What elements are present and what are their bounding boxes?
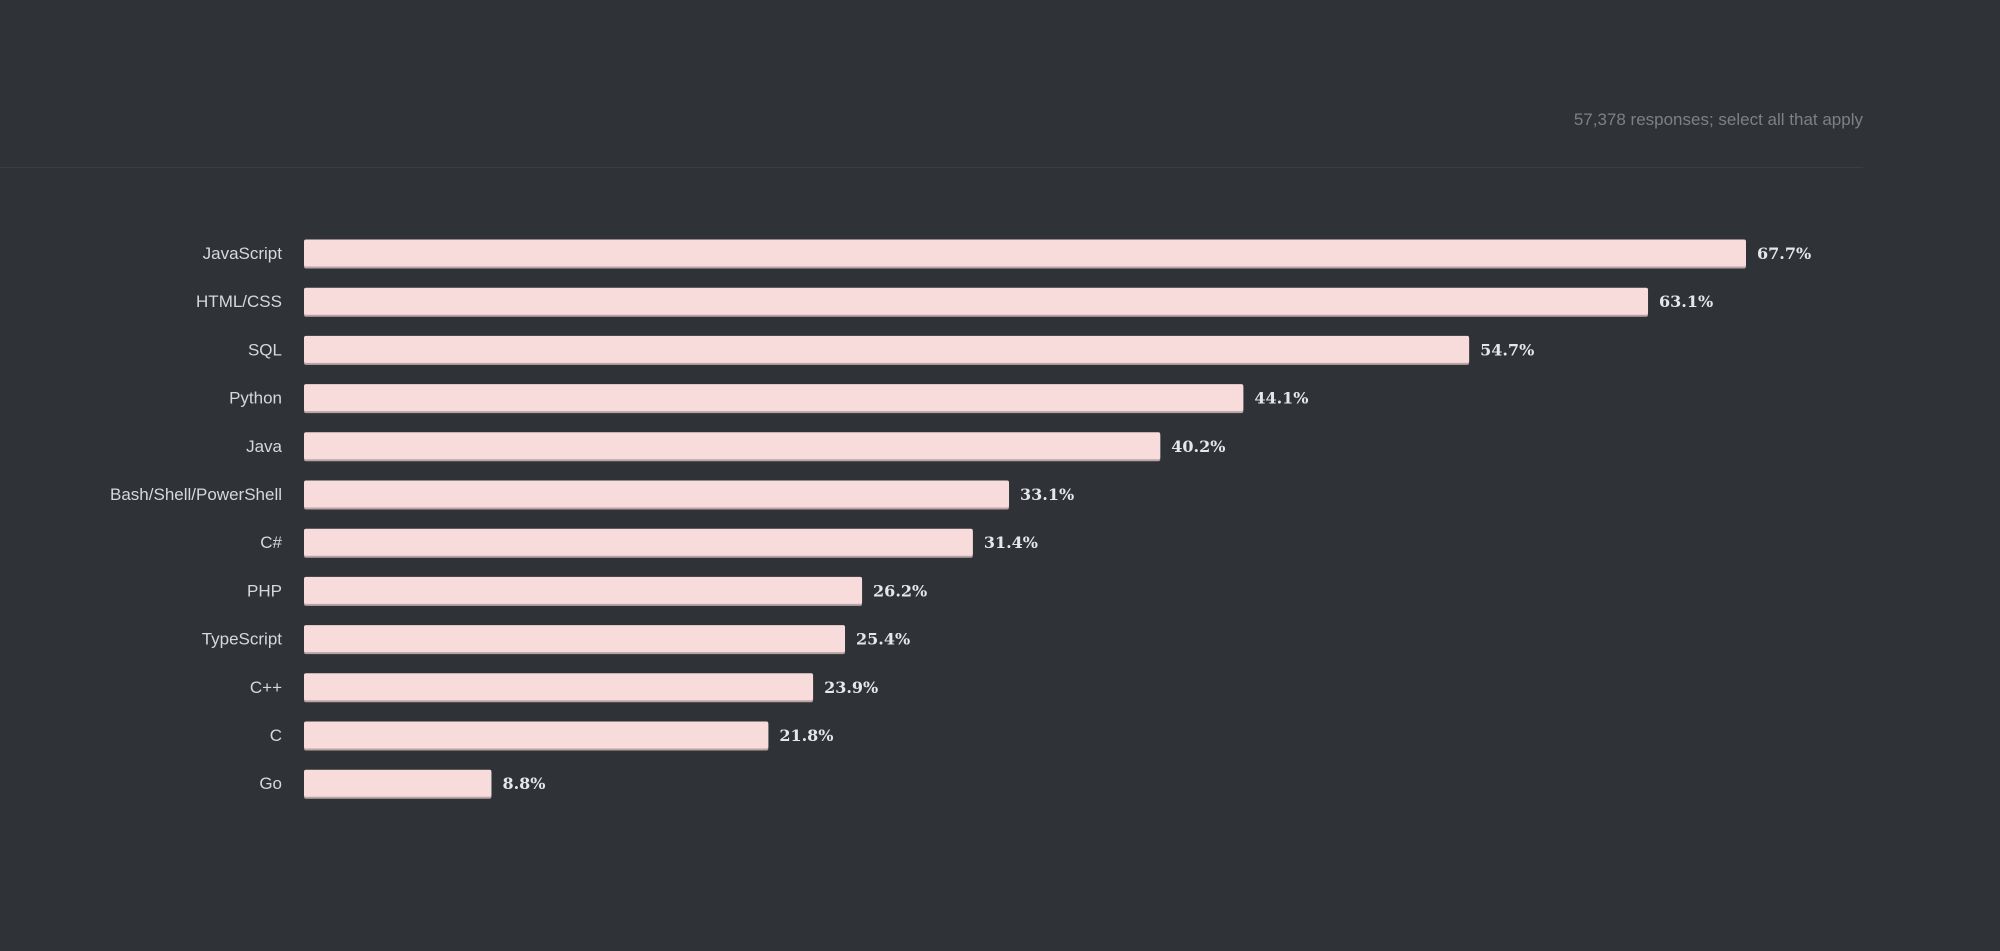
value-label: 54.7% <box>1480 340 1534 359</box>
value-label: 23.9% <box>824 678 878 697</box>
value-label: 44.1% <box>1254 389 1308 408</box>
category-label: Go <box>259 774 282 793</box>
category-label: Bash/Shell/PowerShell <box>110 485 282 504</box>
bar <box>304 528 973 556</box>
bar-row: C++ 23.9% <box>250 673 878 703</box>
bar <box>304 239 1746 267</box>
bar <box>304 721 769 749</box>
bar <box>304 769 492 797</box>
value-label: 40.2% <box>1171 437 1225 456</box>
bar <box>304 432 1161 460</box>
bar-row: SQL 54.7% <box>248 335 1534 365</box>
category-label: PHP <box>247 581 282 600</box>
bar <box>304 480 1010 508</box>
bars-layer: JavaScript 67.7% HTML/CSS 63.1% SQL 54.7% Pyth… <box>110 239 1811 799</box>
category-label: JavaScript <box>203 244 283 263</box>
bar <box>304 335 1470 363</box>
value-label: 33.1% <box>1020 485 1074 504</box>
value-label: 63.1% <box>1659 292 1713 311</box>
category-label: Python <box>229 389 282 408</box>
value-label: 21.8% <box>779 726 833 745</box>
header-divider <box>0 167 1863 168</box>
value-label: 26.2% <box>873 581 927 600</box>
category-label: C# <box>260 533 282 552</box>
bar <box>304 576 863 604</box>
bar <box>304 625 846 653</box>
bar <box>304 384 1244 412</box>
bar-row: Python 44.1% <box>229 384 1308 414</box>
bar-row: C 21.8% <box>270 721 834 751</box>
bar-row: Bash/Shell/PowerShell 33.1% <box>110 480 1074 510</box>
category-label: TypeScript <box>202 630 283 649</box>
bar-row: Java 40.2% <box>246 432 1225 462</box>
value-label: 8.8% <box>502 774 545 793</box>
category-label: C <box>270 726 282 745</box>
value-label: 25.4% <box>856 630 910 649</box>
bar <box>304 673 814 701</box>
category-label: SQL <box>248 340 282 359</box>
bar-row: PHP 26.2% <box>247 576 927 606</box>
value-label: 67.7% <box>1757 244 1811 263</box>
bar-row: C# 31.4% <box>260 528 1038 558</box>
bar-row: TypeScript 25.4% <box>202 625 910 655</box>
bar <box>304 287 1649 315</box>
bar-row: HTML/CSS 63.1% <box>196 287 1713 317</box>
bar-row: Go 8.8% <box>259 769 545 799</box>
bar-row: JavaScript 67.7% <box>203 239 1811 269</box>
responses-note: 57,378 responses; select all that apply <box>1573 110 1863 129</box>
category-label: C++ <box>250 678 282 697</box>
value-label: 31.4% <box>984 533 1038 552</box>
category-label: Java <box>246 437 282 456</box>
category-label: HTML/CSS <box>196 292 282 311</box>
